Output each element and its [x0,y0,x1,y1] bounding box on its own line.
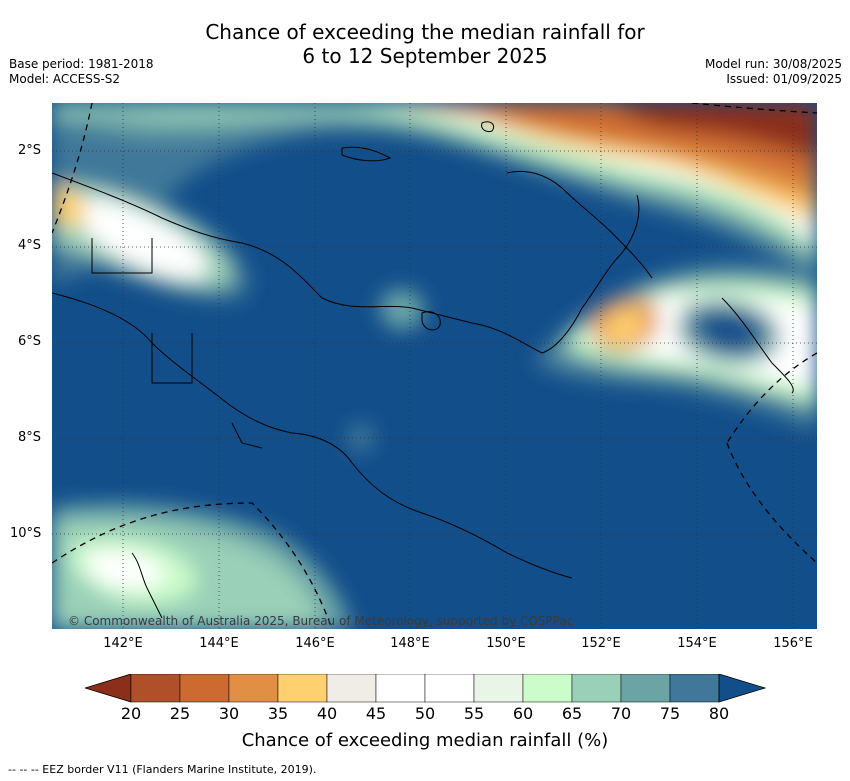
lat-tick-label: 10°S [10,526,42,541]
model-name: Model: ACCESS-S2 [9,72,121,86]
colorbar-label: 25 [169,704,191,723]
colorbar-segment [424,674,475,703]
lon-tick-label: 148°E [390,636,430,651]
colorbar-label: 30 [218,704,240,723]
rainfall-map [52,103,817,629]
lon-tick-label: 146°E [295,636,335,651]
base-period: Base period: 1981-2018 [9,57,154,71]
coastlines [52,121,794,619]
colorbar [85,674,767,703]
issued-date: Issued: 01/09/2025 [726,72,842,86]
colorbar-segment [473,674,524,703]
metadata-right: Model run: 30/08/2025 Issued: 01/09/2025 [705,57,842,87]
colorbar-segment [571,674,622,703]
lat-tick-label: 8°S [18,430,42,445]
colorbar-label: 50 [414,704,436,723]
colorbar-segment [522,674,573,703]
colorbar-segment [130,674,181,703]
lat-tick-label: 4°S [18,238,42,253]
model-run: Model run: 30/08/2025 [704,57,842,71]
colorbar-label: 75 [659,704,681,723]
probability-field [52,103,817,629]
colorbar-label: 35 [267,704,289,723]
colorbar-arrow-low [85,674,132,703]
colorbar-segment [179,674,230,703]
lat-tick-label: 6°S [18,334,42,349]
lon-tick-label: 142°E [103,636,143,651]
colorbar-label: 40 [316,704,338,723]
title-line-2: 6 to 12 September 2025 [302,44,548,68]
colorbar-label: 60 [512,704,534,723]
lat-tick-label: 2°S [18,143,42,158]
colorbar-label: 65 [561,704,583,723]
colorbar-label: 80 [708,704,730,723]
colorbar-segment [326,674,377,703]
title-line-1: Chance of exceeding the median rainfall … [205,20,645,44]
colorbar-segment [669,674,720,703]
lon-tick-label: 150°E [486,636,526,651]
copyright-notice: © Commonwealth of Australia 2025, Bureau… [68,614,574,628]
colorbar-segment [375,674,426,703]
colorbar-label: 55 [463,704,485,723]
colorbar-segment [620,674,671,703]
map-canvas [52,103,817,629]
colorbar-title: Chance of exceeding median rainfall (%) [241,730,609,751]
map-title: Chance of exceeding the median rainfall … [0,20,850,68]
colorbar-label: 70 [610,704,632,723]
metadata-left: Base period: 1981-2018 Model: ACCESS-S2 [9,57,154,87]
colorbar-label: 20 [120,704,142,723]
colorbar-segment [228,674,279,703]
colorbar-arrow-high [718,674,767,703]
colorbar-segment [277,674,328,703]
eez-borders [52,103,817,629]
eez-legend-note: -- -- -- EEZ border V11 (Flanders Marine… [8,763,317,776]
lon-tick-label: 156°E [773,636,813,651]
lon-tick-label: 152°E [581,636,621,651]
lon-tick-label: 144°E [199,636,239,651]
lon-tick-label: 154°E [677,636,717,651]
colorbar-label: 45 [365,704,387,723]
